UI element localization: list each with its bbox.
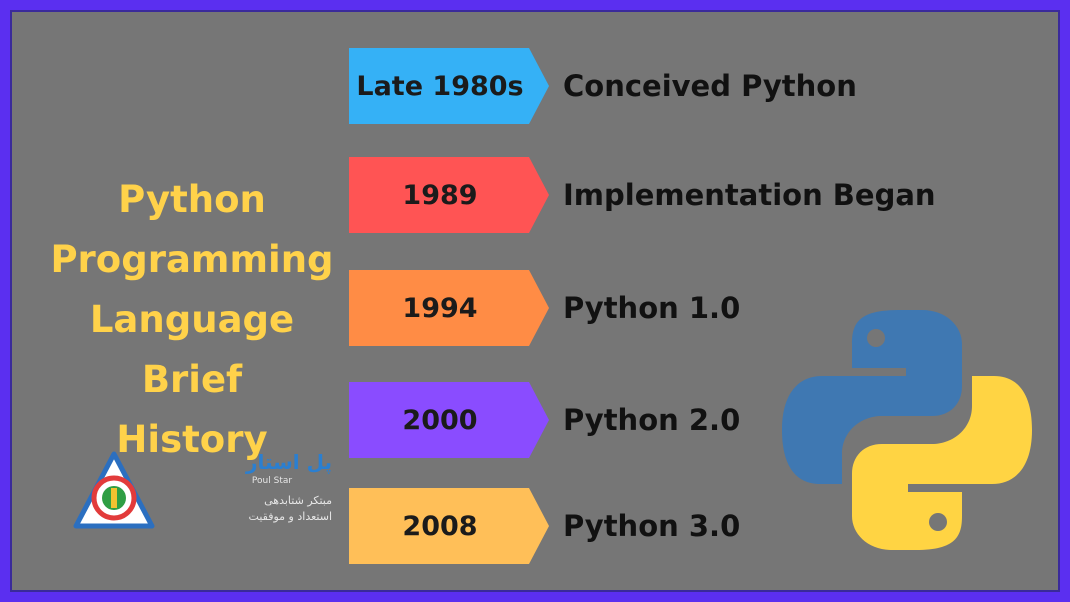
poul-star-logo-icon <box>73 451 155 529</box>
event-label: Implementation Began <box>563 178 936 212</box>
brand-tagline: استعداد و موفقیت <box>248 510 332 523</box>
brand-logo: پل استار Poul Star مبتکر شتابدهی استعداد… <box>72 450 332 540</box>
year-badge: 2008 <box>349 488 549 564</box>
title-line: Brief <box>141 358 243 401</box>
brand-name-fa: پل استار <box>245 450 332 474</box>
year-badge: 2000 <box>349 382 549 458</box>
event-label: Python 3.0 <box>563 509 741 543</box>
year-badge: 1994 <box>349 270 549 346</box>
brand-name-en: Poul Star <box>251 476 293 486</box>
year-badge: Late 1980s <box>349 48 549 124</box>
slide-title: Python Programming Language Brief Histor… <box>32 170 352 470</box>
slide-panel: Python Programming Language Brief Histor… <box>10 10 1060 592</box>
brand-tagline: مبتکر شتابدهی <box>264 494 332 507</box>
python-logo-icon <box>782 310 1032 550</box>
title-line: History <box>116 418 268 461</box>
title-line: Python <box>118 178 266 221</box>
title-line: Language <box>89 298 295 341</box>
year-badge: 1989 <box>349 157 549 233</box>
event-label: Conceived Python <box>563 69 857 103</box>
title-line: Programming <box>50 238 334 281</box>
event-label: Python 1.0 <box>563 291 741 325</box>
event-label: Python 2.0 <box>563 403 741 437</box>
